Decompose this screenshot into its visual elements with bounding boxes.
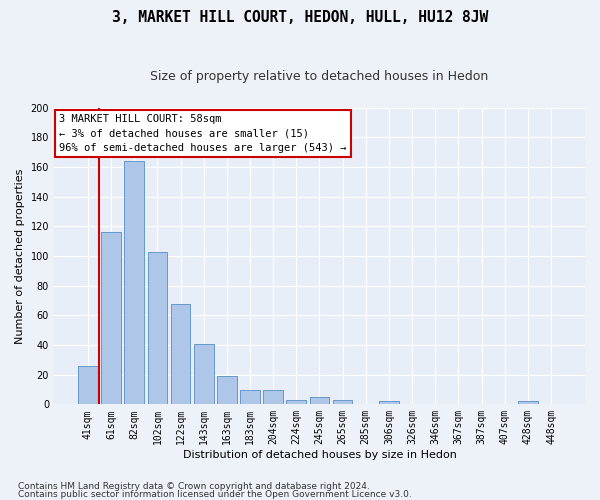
Title: Size of property relative to detached houses in Hedon: Size of property relative to detached ho…	[151, 70, 488, 83]
Bar	[286, 400, 306, 404]
Bar	[310, 397, 329, 404]
Bar	[101, 232, 121, 404]
Text: Contains public sector information licensed under the Open Government Licence v3: Contains public sector information licen…	[18, 490, 412, 499]
Text: 3, MARKET HILL COURT, HEDON, HULL, HU12 8JW: 3, MARKET HILL COURT, HEDON, HULL, HU12 …	[112, 10, 488, 25]
Bar	[263, 390, 283, 404]
Text: 3 MARKET HILL COURT: 58sqm
← 3% of detached houses are smaller (15)
96% of semi-: 3 MARKET HILL COURT: 58sqm ← 3% of detac…	[59, 114, 347, 154]
Bar	[240, 390, 260, 404]
Bar	[148, 252, 167, 404]
Bar	[170, 304, 190, 404]
Bar	[333, 400, 352, 404]
Bar	[217, 376, 236, 404]
Bar	[78, 366, 98, 405]
Text: Contains HM Land Registry data © Crown copyright and database right 2024.: Contains HM Land Registry data © Crown c…	[18, 482, 370, 491]
Bar	[124, 161, 144, 404]
Bar	[518, 402, 538, 404]
Bar	[379, 402, 399, 404]
X-axis label: Distribution of detached houses by size in Hedon: Distribution of detached houses by size …	[182, 450, 457, 460]
Y-axis label: Number of detached properties: Number of detached properties	[15, 168, 25, 344]
Bar	[194, 344, 214, 404]
